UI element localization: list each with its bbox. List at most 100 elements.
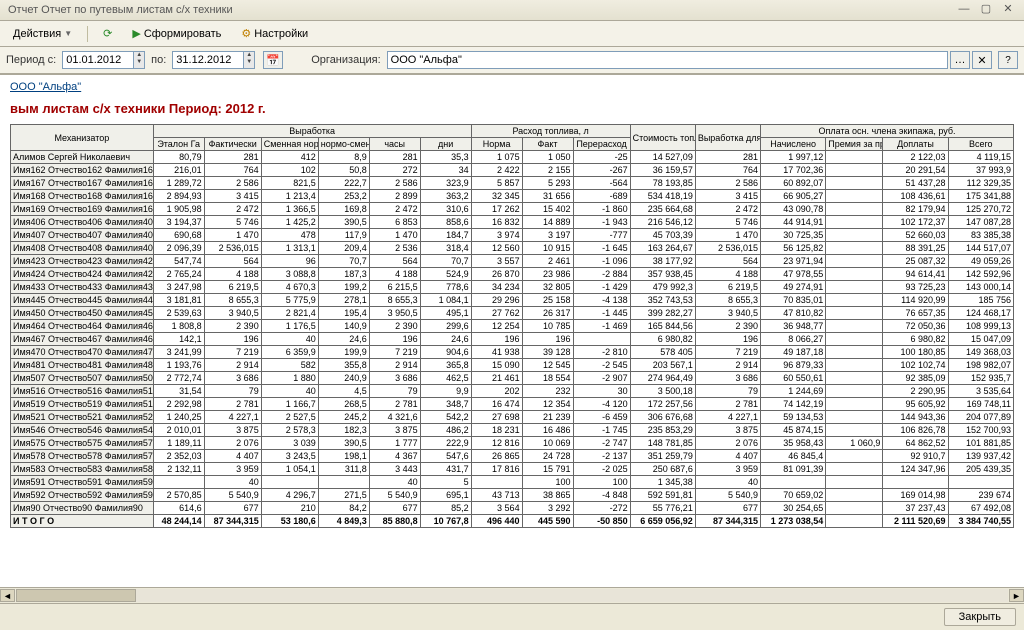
- table-row[interactable]: Имя424 Отчество424 Фамилия4242 765,244 1…: [11, 268, 1014, 281]
- table-row[interactable]: Имя464 Отчество464 Фамилия4641 808,82 39…: [11, 320, 1014, 333]
- cell: 6 219,5: [695, 281, 760, 294]
- table-row[interactable]: Имя407 Отчество407 Фамилия407690,681 470…: [11, 229, 1014, 242]
- cell: 390,5: [318, 437, 369, 450]
- table-row[interactable]: Имя578 Отчество578 Фамилия5782 352,034 4…: [11, 450, 1014, 463]
- cell: [826, 151, 883, 164]
- settings-button[interactable]: ⚙ Настройки: [234, 24, 315, 43]
- cell: 12 816: [471, 437, 522, 450]
- period-to-input[interactable]: [172, 51, 244, 69]
- total-cell: 10 767,8: [420, 515, 471, 528]
- table-row[interactable]: Имя423 Отчество423 Фамилия423547,7456496…: [11, 255, 1014, 268]
- cell: [826, 229, 883, 242]
- cell: 205 439,35: [948, 463, 1013, 476]
- table-row[interactable]: Имя519 Отчество519 Фамилия5192 292,982 7…: [11, 398, 1014, 411]
- window-titlebar: Отчет Отчет по путевым листам с/х техник…: [0, 0, 1024, 21]
- table-row[interactable]: Имя470 Отчество470 Фамилия4703 241,997 2…: [11, 346, 1014, 359]
- period-picker-button[interactable]: 📅: [263, 51, 283, 69]
- cell: 1 075: [471, 151, 522, 164]
- table-row[interactable]: Имя516 Отчество516 Фамилия51631,5479404,…: [11, 385, 1014, 398]
- close-window-button[interactable]: ✕: [1000, 3, 1016, 17]
- cell: 56 125,82: [761, 242, 826, 255]
- row-name: Имя521 Отчество521 Фамилия521: [11, 411, 154, 424]
- actions-menu[interactable]: Действия ▼: [6, 25, 79, 43]
- cell: 3 194,37: [153, 216, 204, 229]
- cell: -564: [573, 177, 630, 190]
- cell: 26 865: [471, 450, 522, 463]
- table-row[interactable]: Имя408 Отчество408 Фамилия4082 096,392 5…: [11, 242, 1014, 255]
- cell: 49 187,18: [761, 346, 826, 359]
- cell: 3 443: [369, 463, 420, 476]
- cell: 2 122,03: [883, 151, 948, 164]
- period-from-input[interactable]: [62, 51, 134, 69]
- scroll-right-icon[interactable]: ►: [1009, 589, 1024, 602]
- org-select-button[interactable]: …: [950, 51, 970, 69]
- table-row[interactable]: Имя591 Отчество591 Фамилия59140405100100…: [11, 476, 1014, 489]
- scroll-track[interactable]: [16, 589, 1008, 602]
- org-label: Организация:: [311, 54, 380, 66]
- cell: 59 134,53: [761, 411, 826, 424]
- scroll-left-icon[interactable]: ◄: [0, 589, 15, 602]
- cell: [761, 476, 826, 489]
- generate-button[interactable]: ▶ Сформировать: [125, 24, 228, 43]
- scroll-thumb[interactable]: [16, 589, 136, 602]
- table-row[interactable]: Имя521 Отчество521 Фамилия5211 240,254 2…: [11, 411, 1014, 424]
- table-row[interactable]: Имя592 Отчество592 Фамилия5922 570,855 5…: [11, 489, 1014, 502]
- minimize-button[interactable]: —: [956, 3, 972, 17]
- table-row[interactable]: Имя433 Отчество433 Фамилия4333 247,986 2…: [11, 281, 1014, 294]
- cell: 8,9: [318, 151, 369, 164]
- total-row: И Т О Г О48 244,1487 344,31553 180,64 84…: [11, 515, 1014, 528]
- report-area[interactable]: ООО "Альфа" вым листам с/х техники Перио…: [0, 74, 1024, 587]
- close-button[interactable]: Закрыть: [944, 608, 1016, 626]
- cell: 14 889: [522, 216, 573, 229]
- table-row[interactable]: Имя406 Отчество406 Фамилия4063 194,375 7…: [11, 216, 1014, 229]
- table-row[interactable]: Имя445 Отчество445 Фамилия4453 181,818 6…: [11, 294, 1014, 307]
- cell: 2 914: [204, 359, 261, 372]
- cell: 72 050,36: [883, 320, 948, 333]
- table-row[interactable]: Имя169 Отчество169 Фамилия1691 905,982 4…: [11, 203, 1014, 216]
- table-row[interactable]: Имя167 Отчество167 Фамилия1671 289,722 5…: [11, 177, 1014, 190]
- cell: -1 645: [573, 242, 630, 255]
- cell: 216 546,12: [630, 216, 695, 229]
- org-input[interactable]: [387, 51, 948, 69]
- cell: 3 686: [369, 372, 420, 385]
- maximize-button[interactable]: ▢: [978, 3, 994, 17]
- cell: 2 010,01: [153, 424, 204, 437]
- cell: 10 915: [522, 242, 573, 255]
- date-to-spinner[interactable]: ▲▼: [244, 51, 255, 69]
- cell: 764: [204, 164, 261, 177]
- table-row[interactable]: Имя546 Отчество546 Фамилия5462 010,013 8…: [11, 424, 1014, 437]
- org-clear-button[interactable]: ✕: [972, 51, 992, 69]
- table-row[interactable]: Имя575 Отчество575 Фамилия5751 189,112 0…: [11, 437, 1014, 450]
- table-row[interactable]: Алимов Сергей Николаевич80,792814128,928…: [11, 151, 1014, 164]
- table-row[interactable]: Имя90 Отчество90 Фамилия90614,667721084,…: [11, 502, 1014, 515]
- cell: 30 725,35: [761, 229, 826, 242]
- table-row[interactable]: Имя467 Отчество467 Фамилия467142,1196402…: [11, 333, 1014, 346]
- date-from-spinner[interactable]: ▲▼: [134, 51, 145, 69]
- table-row[interactable]: Имя450 Отчество450 Фамилия4502 539,633 9…: [11, 307, 1014, 320]
- total-cell: 1 273 038,54: [761, 515, 826, 528]
- cell: 64 862,52: [883, 437, 948, 450]
- cell: 6 853: [369, 216, 420, 229]
- cell: 34 234: [471, 281, 522, 294]
- row-name: Имя445 Отчество445 Фамилия445: [11, 294, 154, 307]
- cell: 31 656: [522, 190, 573, 203]
- cell: 163 264,67: [630, 242, 695, 255]
- table-row[interactable]: Имя162 Отчество162 Фамилия162216,0176410…: [11, 164, 1014, 177]
- table-row[interactable]: Имя507 Отчество507 Фамилия5072 772,743 6…: [11, 372, 1014, 385]
- org-link[interactable]: ООО "Альфа": [10, 81, 81, 93]
- cell: 592 591,81: [630, 489, 695, 502]
- table-row[interactable]: Имя168 Отчество168 Фамилия1682 894,933 4…: [11, 190, 1014, 203]
- cell: 5 857: [471, 177, 522, 190]
- cell: 222,9: [420, 437, 471, 450]
- refresh-button[interactable]: ⟳: [96, 24, 119, 43]
- cell: 100: [522, 476, 573, 489]
- cell: 2 914: [369, 359, 420, 372]
- horizontal-scrollbar[interactable]: ◄ ►: [0, 587, 1024, 603]
- help-button[interactable]: ?: [998, 51, 1018, 69]
- cell: 5 540,9: [369, 489, 420, 502]
- cell: 34: [420, 164, 471, 177]
- row-name: Имя406 Отчество406 Фамилия406: [11, 216, 154, 229]
- table-row[interactable]: Имя481 Отчество481 Фамилия4811 193,762 9…: [11, 359, 1014, 372]
- table-row[interactable]: Имя583 Отчество583 Фамилия5832 132,113 9…: [11, 463, 1014, 476]
- cell: 235 853,29: [630, 424, 695, 437]
